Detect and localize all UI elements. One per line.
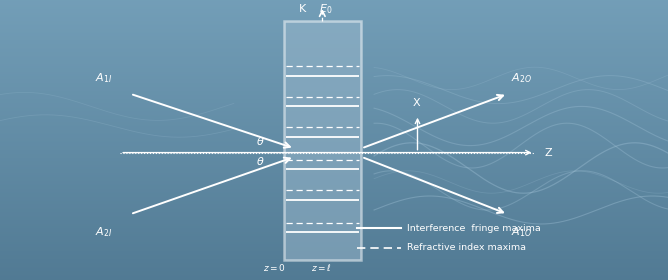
Text: $A_{1I}$: $A_{1I}$ [95,72,112,85]
Text: $A_{2I}$: $A_{2I}$ [95,225,112,239]
Text: X: X [412,98,420,108]
Text: $E_0$: $E_0$ [319,2,333,16]
Text: $z=\ell$: $z=\ell$ [311,262,331,273]
Text: K: K [299,4,307,14]
Text: $\theta$: $\theta$ [257,136,265,147]
Text: $A_{1O}$: $A_{1O}$ [511,225,532,239]
Text: Interference  fringe maxima: Interference fringe maxima [407,224,541,233]
Text: Z: Z [544,148,552,158]
Text: Refractive index maxima: Refractive index maxima [407,243,526,252]
Text: $z=0$: $z=0$ [263,262,286,273]
Bar [284,21,361,260]
Text: $\theta$: $\theta$ [257,155,265,167]
Text: $A_{2O}$: $A_{2O}$ [511,72,532,85]
